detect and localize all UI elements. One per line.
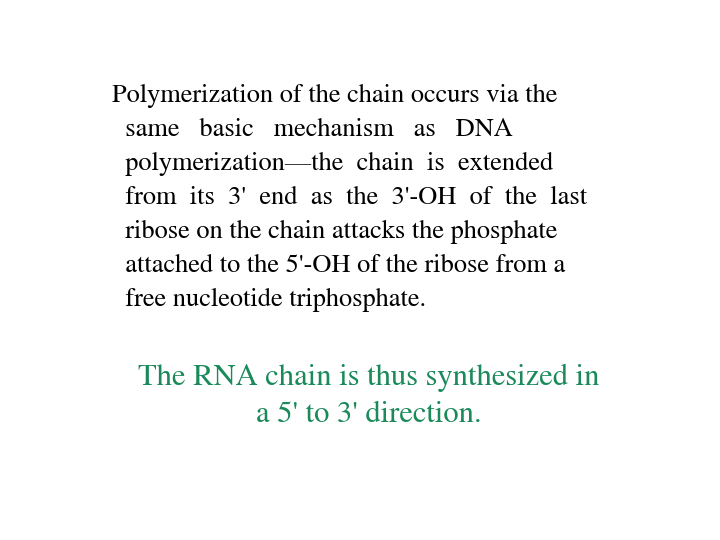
Text: The RNA chain is thus synthesized in: The RNA chain is thus synthesized in (138, 364, 600, 393)
Text: same   basic   mechanism   as   DNA: same basic mechanism as DNA (112, 118, 513, 141)
Text: ribose on the chain attacks the phosphate: ribose on the chain attacks the phosphat… (112, 220, 558, 244)
Text: a 5' to 3' direction.: a 5' to 3' direction. (256, 402, 482, 429)
Text: Polymerization of the chain occurs via the: Polymerization of the chain occurs via t… (112, 84, 558, 107)
Text: from  its  3'  end  as  the  3'-OH  of  the  last: from its 3' end as the 3'-OH of the last (112, 186, 588, 210)
Text: free nucleotide triphosphate.: free nucleotide triphosphate. (112, 288, 426, 312)
Text: attached to the 5'-OH of the ribose from a: attached to the 5'-OH of the ribose from… (112, 254, 566, 278)
Text: polymerization—the  chain  is  extended: polymerization—the chain is extended (112, 152, 554, 176)
